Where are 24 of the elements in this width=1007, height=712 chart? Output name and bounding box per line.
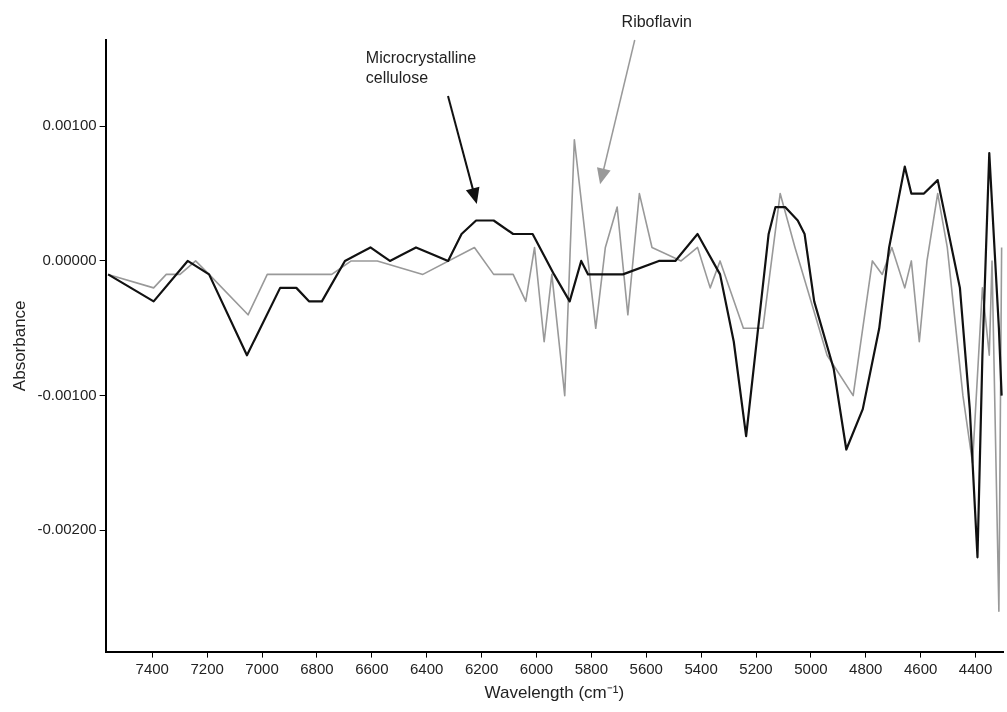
x-tick-label: 6000 bbox=[519, 659, 554, 677]
x-tick-label: 5200 bbox=[739, 659, 773, 677]
annotation: Microcrystalline cellulose bbox=[365, 48, 478, 88]
x-tick-label: 7000 bbox=[245, 659, 279, 677]
x-tick-label: 6400 bbox=[410, 659, 444, 677]
x-tick-label: 4800 bbox=[849, 659, 883, 677]
text: Riboflavin bbox=[621, 12, 692, 32]
x-tick-label: 7200 bbox=[190, 659, 224, 677]
x-tick-label: 6800 bbox=[300, 659, 334, 677]
x-tick-label: 5400 bbox=[684, 659, 718, 677]
x-tick-label: 4400 bbox=[958, 659, 993, 677]
x-tick-label: 6200 bbox=[464, 659, 499, 677]
x-tick-label: 5000 bbox=[794, 659, 828, 677]
x-tick-label: 5600 bbox=[629, 659, 663, 677]
y-tick-label: -0.00200 bbox=[37, 520, 97, 538]
x-tick-label: 4600 bbox=[903, 659, 938, 677]
y-tick-label: -0.00100 bbox=[37, 385, 97, 403]
y-tick-label: 0.00000 bbox=[42, 251, 97, 269]
x-tick-label: 7400 bbox=[135, 659, 169, 677]
y-tick-label: 0.00100 bbox=[42, 116, 97, 134]
y-axis-title: Absorbance bbox=[9, 300, 29, 392]
x-tick-label: 6600 bbox=[355, 659, 389, 677]
x-axis-title: Wavelength (cm⁻¹) bbox=[484, 683, 625, 703]
x-tick-label: 5800 bbox=[574, 659, 609, 677]
